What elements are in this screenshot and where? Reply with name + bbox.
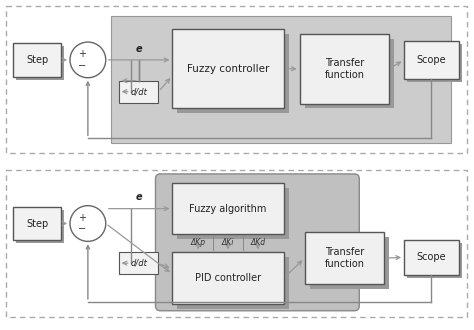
- Bar: [305, 232, 384, 284]
- Text: −: −: [78, 61, 86, 71]
- Bar: [177, 34, 289, 114]
- Text: ΔKp: ΔKp: [191, 238, 206, 247]
- Bar: [404, 240, 459, 275]
- Text: d/dt: d/dt: [130, 259, 147, 268]
- Bar: [118, 81, 158, 103]
- Bar: [118, 252, 158, 274]
- Bar: [13, 43, 61, 77]
- Bar: [6, 6, 466, 153]
- Bar: [404, 41, 459, 79]
- Bar: [305, 39, 394, 109]
- Bar: [177, 188, 289, 239]
- Text: Fuzzy algorithm: Fuzzy algorithm: [190, 204, 267, 214]
- Bar: [111, 16, 451, 143]
- Text: +: +: [78, 213, 86, 222]
- Bar: [16, 46, 64, 80]
- Text: Scope: Scope: [416, 252, 446, 262]
- Text: Scope: Scope: [416, 55, 446, 65]
- Text: Fuzzy controller: Fuzzy controller: [187, 64, 269, 74]
- Text: e: e: [135, 192, 142, 202]
- Bar: [407, 44, 462, 82]
- Bar: [6, 170, 466, 317]
- FancyBboxPatch shape: [155, 174, 359, 311]
- Text: e: e: [135, 44, 142, 54]
- Text: PID controller: PID controller: [195, 273, 261, 283]
- Circle shape: [70, 206, 106, 241]
- Bar: [16, 210, 64, 243]
- Bar: [13, 207, 61, 240]
- Text: Step: Step: [26, 218, 48, 228]
- Circle shape: [70, 42, 106, 78]
- Bar: [177, 257, 289, 309]
- Text: +: +: [78, 49, 86, 59]
- Text: −: −: [78, 224, 86, 234]
- Text: Transfer
function: Transfer function: [324, 58, 365, 80]
- Text: d/dt: d/dt: [130, 87, 147, 96]
- Text: Transfer
function: Transfer function: [324, 248, 365, 269]
- Text: Step: Step: [26, 55, 48, 65]
- Text: ΔKd: ΔKd: [250, 238, 265, 247]
- Bar: [173, 183, 284, 234]
- Bar: [173, 252, 284, 304]
- Text: ΔKi: ΔKi: [222, 238, 234, 247]
- Bar: [310, 237, 389, 289]
- Bar: [300, 34, 389, 104]
- Bar: [407, 243, 462, 278]
- Bar: [173, 29, 284, 109]
